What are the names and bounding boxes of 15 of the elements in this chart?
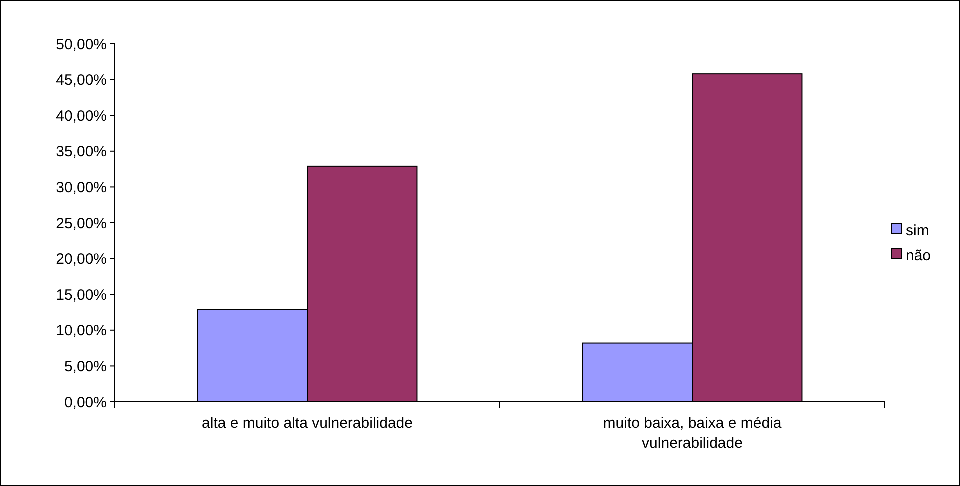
y-tick-label: 30,00% (56, 179, 107, 196)
legend-label: não (906, 247, 932, 264)
y-tick-label: 25,00% (56, 215, 107, 232)
y-tick-label: 50,00% (56, 36, 107, 54)
y-tick-label: 45,00% (56, 72, 107, 90)
y-tick-label: 10,00% (56, 322, 107, 340)
y-tick-label: 5,00% (64, 358, 107, 376)
legend-label: sim (906, 222, 930, 240)
x-tick-label: alta e muito alta vulnerabilidade (202, 415, 413, 432)
y-tick-label: 20,00% (56, 251, 107, 268)
y-tick-label: 0,00% (64, 394, 107, 412)
y-tick-label: 40,00% (56, 108, 107, 125)
y-tick-label: 35,00% (56, 144, 107, 161)
x-tick-label: muito baixa, baixa e média vulnerabilidade (603, 415, 782, 452)
y-tick-label: 15,00% (56, 286, 107, 304)
